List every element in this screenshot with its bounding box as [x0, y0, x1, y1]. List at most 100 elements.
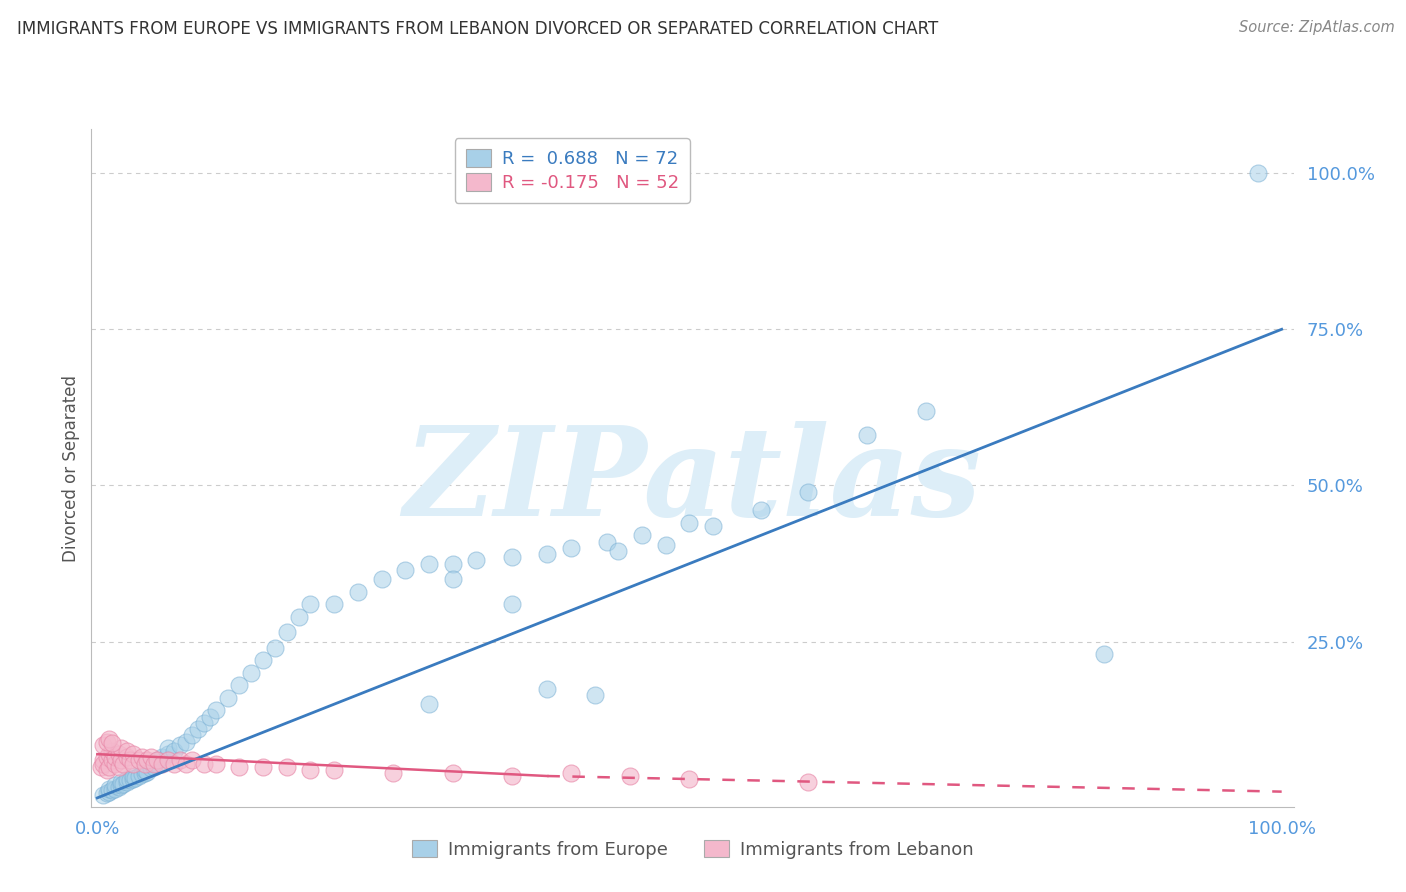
Y-axis label: Divorced or Separated: Divorced or Separated — [62, 375, 80, 562]
Point — [536, 681, 558, 696]
Point — [418, 557, 440, 571]
Point — [501, 769, 523, 783]
Point — [98, 747, 121, 761]
Point — [163, 744, 186, 758]
Point — [104, 750, 127, 764]
Point — [299, 763, 322, 777]
Point — [465, 553, 488, 567]
Point — [136, 764, 159, 779]
Point — [501, 597, 523, 611]
Point — [100, 753, 122, 767]
Point — [441, 572, 464, 586]
Point — [299, 597, 322, 611]
Point — [583, 688, 606, 702]
Point — [121, 756, 143, 771]
Point — [174, 734, 197, 748]
Point — [112, 756, 135, 771]
Point — [139, 761, 162, 775]
Point — [228, 678, 250, 692]
Point — [152, 750, 174, 764]
Point — [120, 753, 142, 767]
Point — [110, 753, 132, 767]
Point — [193, 756, 215, 771]
Point — [181, 753, 204, 767]
Point — [110, 740, 132, 755]
Point — [110, 775, 132, 789]
Point — [131, 767, 153, 781]
Point — [134, 763, 156, 777]
Point — [121, 772, 143, 786]
Point — [100, 736, 122, 750]
Point — [145, 756, 167, 771]
Point — [91, 756, 114, 771]
Point — [96, 750, 118, 764]
Point — [240, 665, 263, 680]
Point — [678, 772, 700, 786]
Point — [104, 778, 127, 792]
Point — [91, 738, 114, 752]
Point — [128, 753, 150, 767]
Point — [678, 516, 700, 530]
Point — [536, 547, 558, 561]
Point — [115, 775, 138, 789]
Point — [121, 769, 143, 783]
Point — [163, 756, 186, 771]
Point — [104, 781, 127, 796]
Point — [204, 756, 226, 771]
Point — [115, 772, 138, 786]
Point — [193, 715, 215, 730]
Point — [204, 703, 226, 717]
Point — [418, 697, 440, 711]
Point — [169, 738, 191, 752]
Point — [121, 747, 143, 761]
Point — [110, 778, 132, 792]
Point — [631, 528, 654, 542]
Point — [91, 788, 114, 802]
Point — [145, 753, 167, 767]
Point — [115, 744, 138, 758]
Point — [252, 653, 274, 667]
Point — [595, 534, 617, 549]
Point — [100, 744, 122, 758]
Point — [100, 783, 122, 797]
Point — [797, 775, 820, 789]
Text: IMMIGRANTS FROM EUROPE VS IMMIGRANTS FROM LEBANON DIVORCED OR SEPARATED CORRELAT: IMMIGRANTS FROM EUROPE VS IMMIGRANTS FRO… — [17, 20, 938, 37]
Point — [441, 557, 464, 571]
Point — [560, 765, 582, 780]
Point — [96, 763, 118, 777]
Point — [347, 584, 370, 599]
Point — [287, 609, 309, 624]
Point — [115, 750, 138, 764]
Point — [131, 750, 153, 764]
Point — [157, 740, 180, 755]
Text: Source: ZipAtlas.com: Source: ZipAtlas.com — [1239, 20, 1395, 35]
Point — [915, 403, 938, 417]
Point — [370, 572, 392, 586]
Point — [139, 750, 162, 764]
Point — [157, 747, 180, 761]
Point — [98, 781, 121, 796]
Point — [276, 625, 298, 640]
Point — [323, 763, 346, 777]
Point — [749, 503, 772, 517]
Point — [143, 756, 166, 771]
Point — [136, 753, 159, 767]
Point — [98, 731, 121, 746]
Point — [441, 765, 464, 780]
Point — [619, 769, 641, 783]
Point — [134, 765, 156, 780]
Point — [96, 786, 118, 800]
Point — [157, 753, 180, 767]
Point — [181, 728, 204, 742]
Point — [96, 734, 118, 748]
Point — [217, 690, 239, 705]
Point — [323, 597, 346, 611]
Point — [1092, 647, 1115, 661]
Point — [124, 771, 146, 785]
Point — [112, 777, 135, 791]
Point — [98, 759, 121, 773]
Point — [252, 759, 274, 773]
Point — [607, 544, 630, 558]
Point — [120, 773, 142, 788]
Legend: Immigrants from Europe, Immigrants from Lebanon: Immigrants from Europe, Immigrants from … — [405, 833, 980, 866]
